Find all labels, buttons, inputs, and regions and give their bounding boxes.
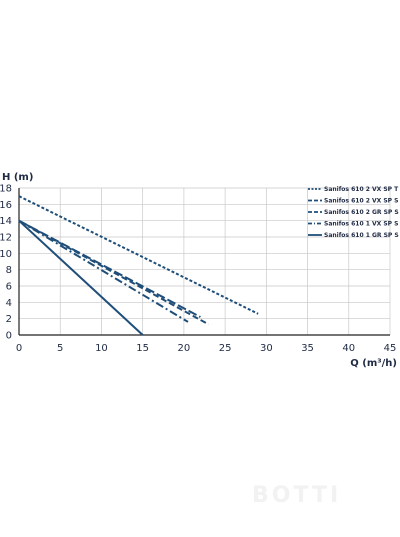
x-tick-label: 45	[384, 343, 397, 354]
y-axis-title: H (m)	[2, 172, 33, 183]
series-line	[18, 219, 189, 323]
y-tick-label: 16	[0, 200, 12, 211]
y-tick-label: 0	[6, 331, 12, 342]
y-tick-label: 18	[0, 184, 12, 195]
x-tick-label: 30	[260, 343, 273, 354]
x-axis-title: Q (m³/h)	[350, 358, 397, 369]
legend-label: Sanifos 610 2 VX SP S	[324, 198, 398, 205]
y-tick-label: 6	[6, 282, 12, 293]
series-line	[18, 219, 144, 336]
series-lines	[18, 195, 259, 336]
x-tick-label: 35	[301, 343, 314, 354]
series-line	[18, 219, 201, 318]
series-line	[18, 195, 259, 315]
x-tick-label: 10	[95, 343, 108, 354]
x-tick-label: 5	[57, 343, 63, 354]
y-tick-label: 10	[0, 249, 12, 260]
legend-label: Sanifos 610 1 VX SP S	[324, 221, 398, 228]
grid	[19, 187, 391, 335]
x-tick-label: 20	[178, 343, 191, 354]
legend-label: Sanifos 610 2 GR SP S	[324, 209, 399, 216]
y-tick-label: 14	[0, 216, 12, 227]
legend-label: Sanifos 610 2 VX SP T	[324, 186, 399, 193]
y-tick-label: 2	[6, 314, 12, 325]
axes	[18, 188, 390, 336]
x-tick-label: 15	[136, 343, 149, 354]
legend-label: Sanifos 610 1 GR SP S	[324, 232, 399, 239]
watermark-logo: BOTTI	[252, 483, 341, 508]
y-tick-label: 4	[6, 298, 12, 309]
legend: Sanifos 610 2 VX SP T Sanifos 610 2 VX SP…	[308, 186, 399, 239]
x-tick-label: 40	[342, 343, 355, 354]
tick-labels: 0 5 10 15 20 25 30 35 40 45 0 2 4 6 8 10 12 14 16 18	[0, 184, 396, 355]
x-tick-label: 0	[16, 343, 22, 354]
x-tick-label: 25	[219, 343, 232, 354]
y-tick-label: 12	[0, 233, 12, 244]
y-tick-label: 8	[6, 265, 12, 276]
